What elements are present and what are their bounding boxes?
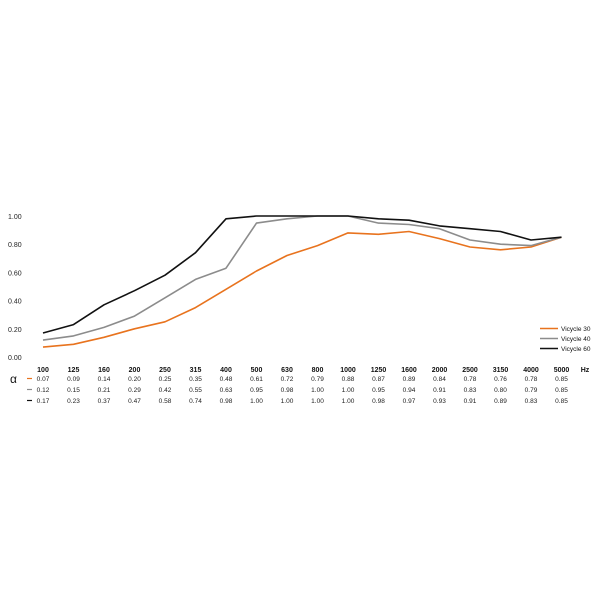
table-cell: 1.00	[281, 398, 294, 405]
y-tick-label: 0.00	[8, 355, 22, 362]
alpha-symbol: α	[10, 372, 17, 386]
y-tick-label: 0.40	[8, 299, 22, 306]
legend-label: Vicycle 60	[561, 346, 591, 353]
x-tick-label: 500	[251, 367, 263, 374]
x-tick-label: 125	[68, 367, 80, 374]
table-cell: 0.79	[525, 387, 538, 394]
y-tick-label: 0.60	[8, 270, 22, 277]
table-cell: 1.00	[311, 387, 324, 394]
table-cell: 0.95	[372, 387, 385, 394]
table-cell: 0.91	[433, 387, 446, 394]
x-tick-label: 4000	[523, 367, 539, 374]
x-tick-label: 2500	[462, 367, 478, 374]
table-cell: 0.20	[128, 376, 141, 383]
series-line	[42, 215, 562, 334]
table-cell: 0.74	[189, 398, 202, 405]
table-cell: 0.09	[67, 376, 80, 383]
table-cell: 0.88	[342, 376, 355, 383]
table-cell: 1.00	[342, 398, 355, 405]
table-cell: 0.98	[281, 387, 294, 394]
table-cell: 0.84	[433, 376, 446, 383]
table-cell: 0.83	[525, 398, 538, 405]
table-cell: 0.14	[98, 376, 111, 383]
x-tick-label: 160	[98, 367, 110, 374]
table-cell: 0.93	[433, 398, 446, 405]
table-cell: 0.83	[464, 387, 477, 394]
x-tick-label: 1000	[340, 367, 356, 374]
series-line	[42, 215, 562, 341]
x-tick-label: 250	[159, 367, 171, 374]
table-cell: 0.15	[67, 387, 80, 394]
x-tick-label: 2000	[432, 367, 448, 374]
table-cell: 0.29	[128, 387, 141, 394]
x-tick-label: 200	[129, 367, 141, 374]
table-cell: 0.91	[464, 398, 477, 405]
table-cell: 0.97	[403, 398, 416, 405]
table-cell: 0.55	[189, 387, 202, 394]
x-unit-label: Hz	[581, 367, 590, 374]
table-cell: 0.98	[372, 398, 385, 405]
table-cell: 0.98	[220, 398, 233, 405]
table-cell: 0.89	[403, 376, 416, 383]
y-tick-label: 1.00	[8, 214, 22, 221]
x-tick-label: 400	[220, 367, 232, 374]
table-cell: 0.95	[250, 387, 263, 394]
table-cell: 0.85	[555, 387, 568, 394]
table-cell: 0.37	[98, 398, 111, 405]
y-tick-label: 0.80	[8, 242, 22, 249]
table-cell: 0.80	[494, 387, 507, 394]
x-tick-label: 315	[190, 367, 202, 374]
table-cell: 1.00	[311, 398, 324, 405]
table-cell: 0.61	[250, 376, 263, 383]
table-cell: 0.78	[525, 376, 538, 383]
table-cell: 0.94	[403, 387, 416, 394]
legend-label: Vicycle 40	[561, 336, 591, 343]
table-cell: 0.23	[67, 398, 80, 405]
table-cell: 0.21	[98, 387, 111, 394]
table-cell: 0.79	[311, 376, 324, 383]
legend-label: Vicycle 30	[561, 326, 591, 333]
table-cell: 0.12	[37, 387, 50, 394]
table-cell: 0.78	[464, 376, 477, 383]
table-cell: 0.63	[220, 387, 233, 394]
table-cell: 0.07	[37, 376, 50, 383]
table-cell: 0.17	[37, 398, 50, 405]
table-cell: 0.76	[494, 376, 507, 383]
table-cell: 0.48	[220, 376, 233, 383]
x-tick-label: 5000	[554, 367, 570, 374]
table-cell: 0.47	[128, 398, 141, 405]
x-tick-label: 630	[281, 367, 293, 374]
x-tick-label: 1250	[371, 367, 387, 374]
x-tick-label: 100	[37, 367, 49, 374]
table-cell: 0.72	[281, 376, 294, 383]
table-cell: 0.25	[159, 376, 172, 383]
table-cell: 0.85	[555, 398, 568, 405]
x-tick-label: 800	[312, 367, 324, 374]
x-tick-label: 1600	[401, 367, 417, 374]
series-line	[42, 230, 562, 348]
table-cell: 0.87	[372, 376, 385, 383]
table-cell: 1.00	[250, 398, 263, 405]
table-cell: 0.85	[555, 376, 568, 383]
table-cell: 0.89	[494, 398, 507, 405]
table-cell: 1.00	[342, 387, 355, 394]
y-tick-label: 0.20	[8, 327, 22, 334]
x-tick-label: 3150	[493, 367, 509, 374]
table-cell: 0.58	[159, 398, 172, 405]
table-cell: 0.35	[189, 376, 202, 383]
table-cell: 0.42	[159, 387, 172, 394]
